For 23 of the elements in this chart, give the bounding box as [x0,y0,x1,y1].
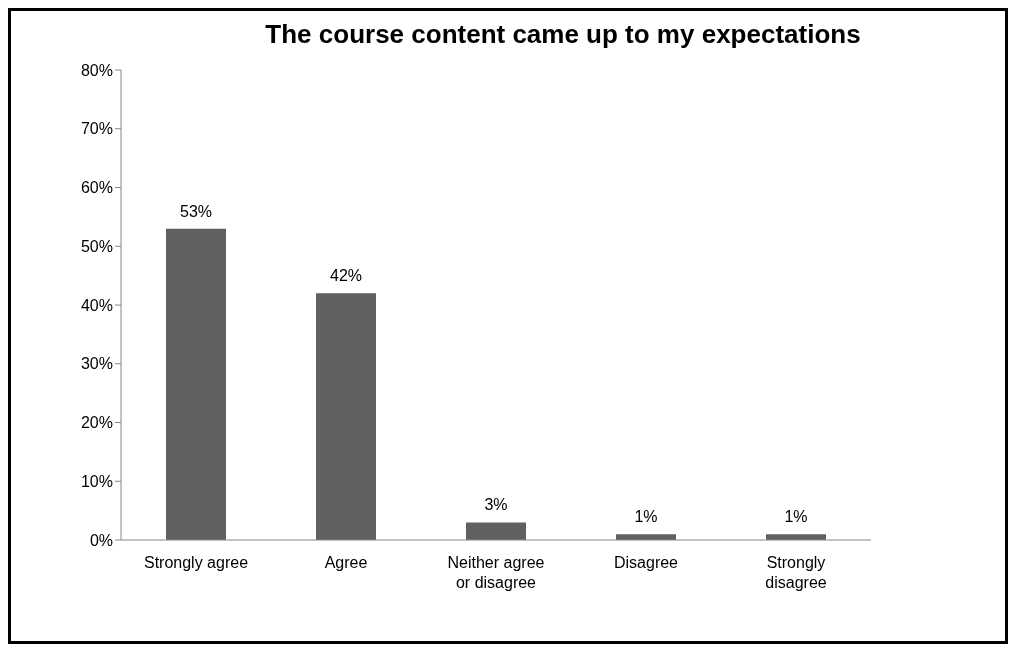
y-tick-label: 80% [80,61,113,79]
data-label: 3% [484,496,508,514]
data-label: 1% [784,508,808,526]
x-tick-label: Disagree [613,554,679,571]
chart-title: The course content came up to my expectations [264,19,862,50]
x-tick-label: Strongly disagree [765,554,827,591]
x-tick-label: Strongly agree [143,554,249,571]
y-tick-label: 30% [80,355,113,373]
y-tick-label: 40% [80,296,113,314]
bar [316,293,376,540]
y-tick-label: 10% [80,472,113,490]
y-tick-label: 20% [80,414,113,432]
bar [466,522,526,540]
x-tick-label: Neither agree or disagree [447,554,545,591]
data-label: 42% [329,267,363,285]
bar [166,228,226,540]
data-label: 1% [634,508,658,526]
y-tick-label: 60% [80,179,113,197]
x-tick-label: Agree [324,554,368,571]
data-label: 53% [179,202,213,220]
y-tick-label: 0% [89,531,113,549]
y-tick-label: 70% [80,120,113,138]
y-tick-label: 50% [80,237,113,255]
